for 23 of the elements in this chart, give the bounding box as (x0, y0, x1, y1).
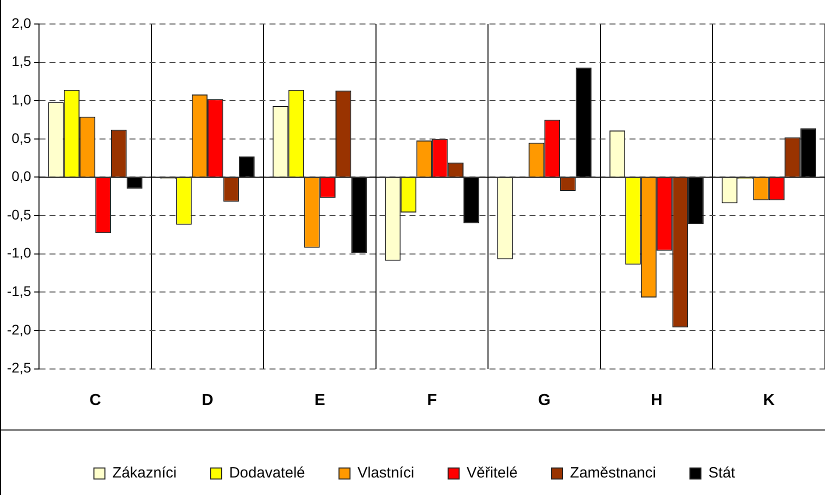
x-tick-label: G (538, 392, 551, 409)
y-tick-label: -1,5 (7, 283, 32, 300)
y-tick-label: -1,0 (7, 244, 32, 261)
y-tick-label: 2,0 (12, 14, 32, 31)
y-tick-label: 1,5 (12, 53, 32, 70)
y-tick-label: 0,0 (12, 168, 32, 184)
legend-label: Věřitelé (466, 464, 518, 482)
x-tick-label: F (427, 392, 438, 409)
x-tick-label: K (763, 392, 776, 409)
x-tick-label: D (202, 392, 214, 409)
x-tick-label: H (650, 392, 662, 409)
x-tick-label: E (314, 392, 326, 409)
legend-label: Zákazníci (112, 464, 177, 482)
y-tick-label: -0,5 (7, 206, 32, 222)
legend-label: Dodavatelé (229, 464, 305, 482)
legend-label: Stát (708, 464, 736, 482)
legend-label: Vlastníci (357, 464, 414, 482)
y-tick-label: -2,5 (7, 360, 32, 376)
x-tick-label: C (89, 392, 102, 409)
y-tick-label: 1,0 (12, 91, 32, 108)
y-tick-label: -2,0 (7, 321, 32, 338)
y-tick-label: 0,5 (12, 130, 32, 146)
legend-label: Zaměstnanci (570, 464, 656, 482)
